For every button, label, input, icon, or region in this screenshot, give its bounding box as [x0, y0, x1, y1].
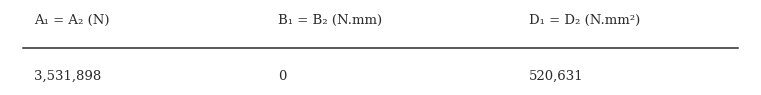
Text: D₁ = D₂ (N.mm²): D₁ = D₂ (N.mm²) [529, 14, 640, 27]
Text: 3,531,898: 3,531,898 [34, 70, 101, 82]
Text: A₁ = A₂ (N): A₁ = A₂ (N) [34, 14, 110, 27]
Text: 520,631: 520,631 [529, 70, 584, 82]
Text: 0: 0 [278, 70, 286, 82]
Text: B₁ = B₂ (N.mm): B₁ = B₂ (N.mm) [278, 14, 382, 27]
